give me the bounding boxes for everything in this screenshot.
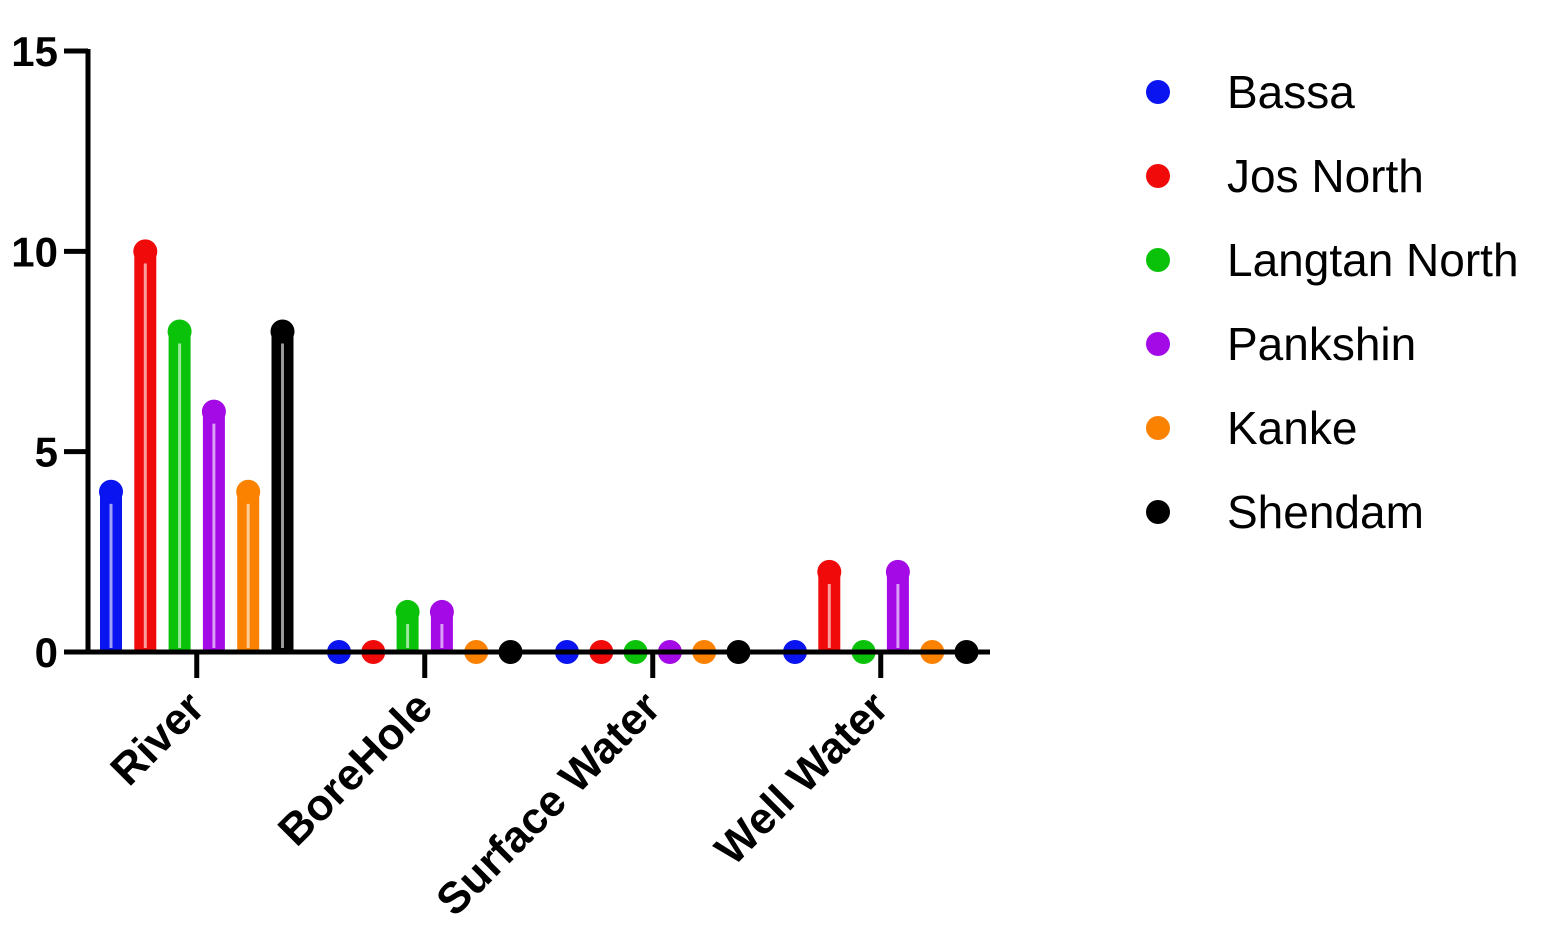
- legend-marker: [1146, 80, 1170, 104]
- legend-item: Shendam: [1146, 486, 1424, 538]
- legend-marker: [1146, 248, 1170, 272]
- lollipop-1-2: [395, 599, 420, 652]
- legend: Bassa Jos North Langtan North Pankshin Kanke…: [1146, 66, 1519, 538]
- legend-label: Jos North: [1227, 150, 1424, 202]
- x-category-label: River: [101, 682, 213, 794]
- lollipop-0-4: [236, 479, 261, 652]
- lollipop-0-1: [133, 239, 158, 653]
- legend-label: Langtan North: [1227, 234, 1519, 286]
- bar-dot: [395, 599, 420, 624]
- y-tick-label: 0: [35, 629, 58, 676]
- bar-dot: [236, 479, 261, 504]
- legend-marker: [1146, 416, 1170, 440]
- legend-marker: [1146, 500, 1170, 524]
- lollipop-0-2: [167, 319, 192, 652]
- x-category-label: Surface Water: [427, 682, 670, 925]
- y-tick-label: 10: [11, 228, 58, 275]
- legend-item: Pankshin: [1146, 318, 1416, 370]
- bar-dot: [270, 319, 295, 344]
- y-tick-label: 15: [11, 28, 58, 75]
- chart-marks: [99, 239, 979, 664]
- legend-item: Bassa: [1146, 66, 1355, 118]
- bar-dot: [429, 599, 454, 624]
- bar-dot: [133, 239, 158, 264]
- bar-dot: [99, 479, 123, 504]
- bar-dot: [167, 319, 192, 344]
- lollipop-3-1: [817, 559, 842, 652]
- lollipop-0-0: [99, 479, 123, 652]
- legend-label: Pankshin: [1227, 318, 1416, 370]
- bar-dot: [885, 559, 910, 584]
- legend-label: Kanke: [1227, 402, 1357, 454]
- lollipop-1-3: [429, 599, 454, 652]
- legend-marker: [1146, 164, 1170, 188]
- legend-label: Bassa: [1227, 66, 1355, 118]
- lollipop-0-3: [201, 399, 226, 652]
- legend-item: Langtan North: [1146, 234, 1519, 286]
- lollipop-0-5: [270, 319, 295, 652]
- y-tick-label: 5: [35, 429, 58, 476]
- x-category-label: BoreHole: [269, 682, 442, 855]
- legend-item: Kanke: [1146, 402, 1357, 454]
- bar-dot: [817, 559, 842, 584]
- legend-label: Shendam: [1227, 486, 1424, 538]
- x-category-label: Well Water: [706, 682, 898, 874]
- legend-marker: [1146, 332, 1170, 356]
- bar-dot: [201, 399, 226, 424]
- legend-item: Jos North: [1146, 150, 1424, 202]
- lollipop-3-3: [885, 559, 910, 652]
